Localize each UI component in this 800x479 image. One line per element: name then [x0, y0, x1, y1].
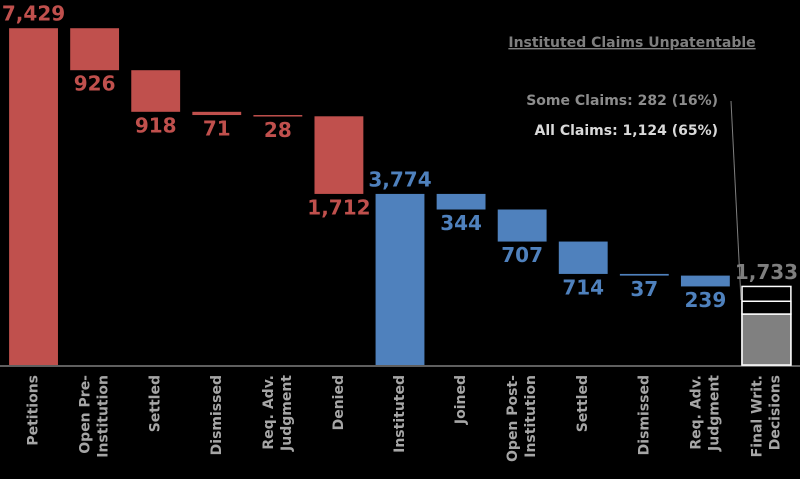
x-tick-label: Settled: [148, 375, 164, 432]
value-label: 37: [630, 277, 658, 301]
bar: [620, 274, 669, 276]
x-tick-label: Dismissed: [209, 375, 225, 455]
x-tick-label: Open Pre-: [78, 375, 94, 454]
x-tick-label: Dismissed: [636, 375, 652, 455]
x-tick-label: Final Writ.: [749, 375, 765, 457]
x-tick-label: Judgment: [706, 375, 722, 452]
value-label: 1,712: [307, 195, 370, 219]
value-label: 926: [74, 72, 116, 96]
x-tick-label: Petitions: [26, 375, 42, 446]
bar: [437, 194, 486, 210]
value-label: 28: [264, 118, 292, 142]
bar: [192, 112, 241, 115]
value-label: 71: [203, 117, 231, 141]
value-label: 239: [685, 288, 727, 312]
value-label: 7,429: [2, 2, 65, 26]
value-label: 3,774: [368, 167, 431, 191]
bar: [131, 70, 180, 112]
x-tick-label: Req. Adv.: [261, 375, 277, 450]
bar: [314, 116, 363, 194]
x-tick-label: Req. Adv.: [688, 375, 704, 450]
x-tick-label: Denied: [331, 375, 347, 430]
value-label: 918: [135, 113, 177, 137]
final-segment: [742, 314, 791, 365]
x-tick-label: Institution: [523, 375, 539, 458]
bar: [253, 115, 302, 117]
value-label: 707: [501, 243, 543, 267]
bar: [9, 28, 58, 365]
x-tick-label: Settled: [575, 375, 591, 432]
bar: [70, 28, 119, 70]
bar: [498, 210, 547, 242]
bar: [559, 242, 608, 274]
x-tick-label: Institution: [96, 375, 112, 458]
final-segment: [742, 301, 791, 314]
value-label: 714: [562, 275, 604, 299]
x-tick-label: Decisions: [767, 375, 783, 450]
x-tick-label: Joined: [453, 375, 469, 425]
bar: [376, 194, 425, 365]
segment-label: All Claims: 1,124 (65%): [535, 123, 718, 139]
bar: [681, 276, 730, 287]
x-tick-label: Judgment: [279, 375, 295, 452]
x-tick-label: Open Post-: [505, 375, 521, 462]
annotation-title: Instituted Claims Unpatentable: [508, 35, 755, 51]
x-tick-label: Instituted: [392, 375, 408, 453]
value-label: 344: [440, 211, 482, 235]
segment-label: Some Claims: 282 (16%): [526, 93, 718, 109]
value-label: 1,733: [735, 260, 798, 284]
